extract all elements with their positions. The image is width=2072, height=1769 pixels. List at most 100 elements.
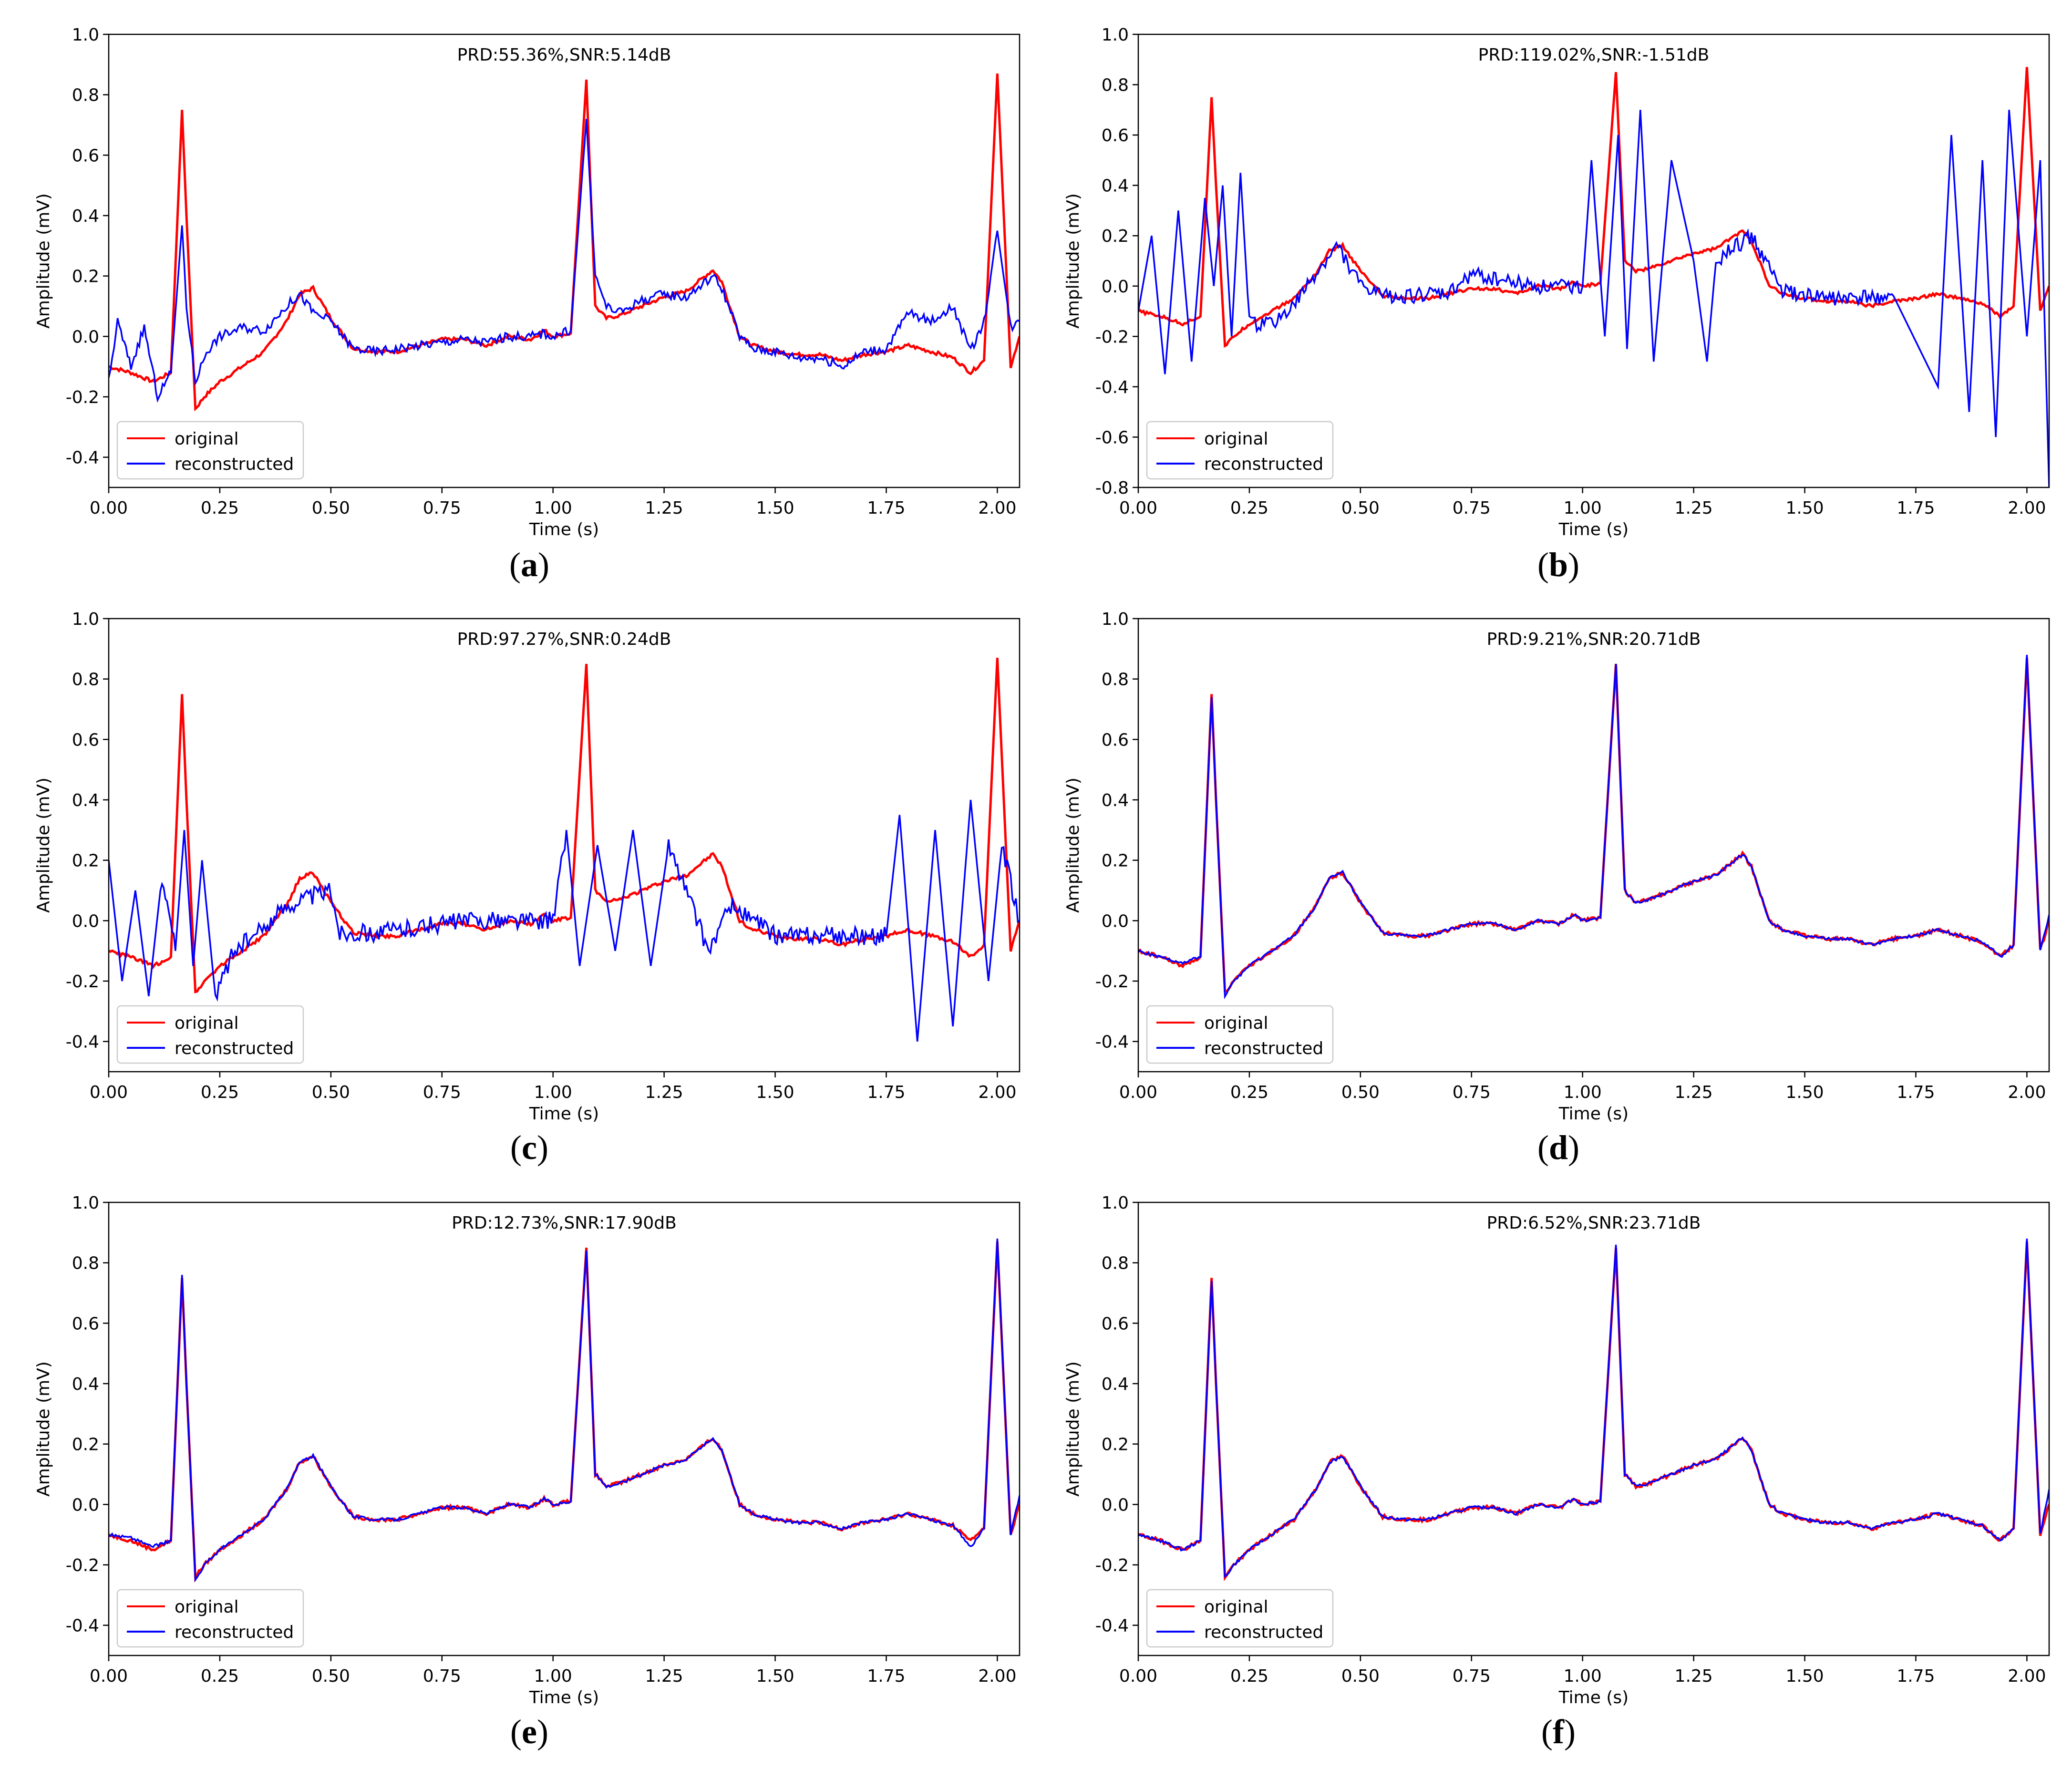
y-tick-label: 1.0 [72,1193,99,1213]
legend-label-original: original [175,429,239,449]
x-tick-label: 1.00 [534,1666,572,1686]
legend-label-reconstructed: reconstructed [175,455,294,474]
y-tick-label: 1.0 [1102,25,1129,45]
chart-title: PRD:119.02%,SNR:-1.51dB [1478,45,1710,65]
axes-frame [1137,618,2050,1073]
y-tick-label: 0.2 [72,1435,99,1455]
x-tick-label: 1.50 [1785,1666,1824,1686]
y-axis-label: Amplitude (mV) [34,1361,53,1497]
x-tick-label: 2.00 [2008,1083,2046,1102]
y-tick-label: 0.0 [72,911,99,931]
x-tick-label: 0.50 [1341,1083,1380,1102]
y-tick-label: 0.0 [1102,1495,1129,1515]
x-tick-label: 0.50 [312,498,350,518]
y-tick-label: -0.2 [66,1556,99,1575]
y-tick-label: 0.6 [1102,1314,1129,1334]
x-tick-label: 0.25 [201,1083,239,1102]
y-tick-label: -0.6 [1095,428,1129,447]
x-tick-label: 1.00 [534,498,572,518]
chart-panel-f: 0.00 0.25 0.50 0.75 1.00 1.25 1.50 1.75 2.00 -0.4… [1063,1193,2050,1751]
x-tick-label: 1.00 [1564,1666,1602,1686]
x-tick-label: 1.75 [867,1083,905,1102]
series-line-reconstructed [1138,110,2049,487]
x-tick-label: 1.00 [1564,498,1602,518]
chart-title: PRD:9.21%,SNR:20.71dB [1487,630,1701,649]
axes-frame [108,1201,1021,1656]
legend-label-original: original [175,1014,239,1033]
y-tick-label: -0.4 [66,1616,99,1636]
x-tick-label: 1.75 [1897,1666,1935,1686]
legend-label-reconstructed: reconstructed [1204,1039,1323,1058]
y-tick-label: 0.8 [72,1254,99,1273]
y-tick-label: -0.4 [1095,1616,1129,1636]
y-tick-label: -0.4 [66,1033,99,1052]
panel-caption: (e) [510,1713,548,1751]
x-tick-label: 0.00 [1119,1666,1157,1686]
y-tick-label: 0.2 [1102,1435,1129,1455]
y-tick-label: 0.8 [72,670,99,690]
x-tick-label: 2.00 [2008,498,2046,518]
y-tick-label: -0.8 [1095,478,1129,498]
series-line-reconstructed [109,119,1020,403]
axes-frame [108,33,1021,488]
axes-frame [108,618,1021,1073]
y-tick-label: 0.8 [1102,76,1129,95]
chart-title: PRD:97.27%,SNR:0.24dB [457,630,671,649]
legend: original reconstructed [116,421,304,480]
y-tick-label: 0.6 [1102,126,1129,145]
x-tick-label: 0.50 [312,1666,350,1686]
y-axis-label: Amplitude (mV) [1063,193,1083,329]
x-tick-label: 1.25 [1675,1666,1713,1686]
y-tick-label: 0.6 [72,1314,99,1334]
series-line-reconstructed [109,1238,1020,1583]
x-tick-label: 1.50 [756,498,794,518]
axes-frame [1137,1201,2050,1656]
legend: original reconstructed [1146,1005,1334,1064]
series-line-original [109,73,1020,412]
y-tick-label: -0.2 [1095,1556,1129,1575]
series-line-original [1138,1241,2049,1582]
x-tick-label: 0.50 [312,1083,350,1102]
y-tick-label: 0.8 [1102,1254,1129,1273]
y-tick-label: 0.0 [72,1495,99,1515]
x-tick-label: 0.75 [1453,498,1491,518]
panel-caption: (f) [1541,1713,1576,1751]
chart-panel-d: 0.00 0.25 0.50 0.75 1.00 1.25 1.50 1.75 2.00 -0.4… [1063,610,2050,1167]
x-tick-label: 1.50 [1785,498,1824,518]
y-tick-label: 0.2 [72,851,99,871]
x-axis-label: Time (s) [529,1104,599,1124]
y-tick-label: -0.2 [66,388,99,407]
chart-title: PRD:12.73%,SNR:17.90dB [452,1213,677,1233]
chart-panel-a: 0.00 0.25 0.50 0.75 1.00 1.25 1.50 1.75 2.00 -0.4… [34,25,1021,584]
x-tick-label: 1.25 [1675,498,1713,518]
y-tick-label: 0.4 [1102,1375,1129,1394]
y-tick-label: 0.6 [72,146,99,166]
x-axis-label: Time (s) [529,520,599,539]
x-tick-label: 1.00 [534,1083,572,1102]
y-tick-label: 0.0 [1102,277,1129,297]
y-axis-label: Amplitude (mV) [34,193,53,329]
x-tick-label: 0.75 [423,1666,461,1686]
x-tick-label: 0.25 [1230,1083,1268,1102]
x-tick-label: 0.50 [1341,1666,1380,1686]
x-tick-label: 1.25 [645,1083,683,1102]
x-tick-label: 1.75 [1897,498,1935,518]
x-tick-label: 1.50 [756,1083,794,1102]
y-tick-label: 0.2 [1102,851,1129,871]
x-tick-label: 1.50 [1785,1083,1824,1102]
legend: original reconstructed [116,1005,304,1064]
y-tick-label: 0.4 [1102,791,1129,810]
legend-label-reconstructed: reconstructed [1204,1623,1323,1642]
x-tick-label: 0.75 [1453,1666,1491,1686]
y-tick-label: -0.4 [1095,1033,1129,1052]
series-line-reconstructed [1138,1238,2049,1578]
chart-title: PRD:6.52%,SNR:23.71dB [1487,1213,1701,1233]
y-tick-label: 0.2 [1102,227,1129,246]
chart-panel-e: 0.00 0.25 0.50 0.75 1.00 1.25 1.50 1.75 2.00 -0.4… [34,1193,1021,1751]
x-axis-label: Time (s) [1558,1688,1629,1707]
series-line-reconstructed [1138,654,2049,1000]
y-tick-label: -0.4 [66,448,99,468]
y-tick-label: 0.4 [72,791,99,810]
y-tick-label: 1.0 [1102,1193,1129,1213]
